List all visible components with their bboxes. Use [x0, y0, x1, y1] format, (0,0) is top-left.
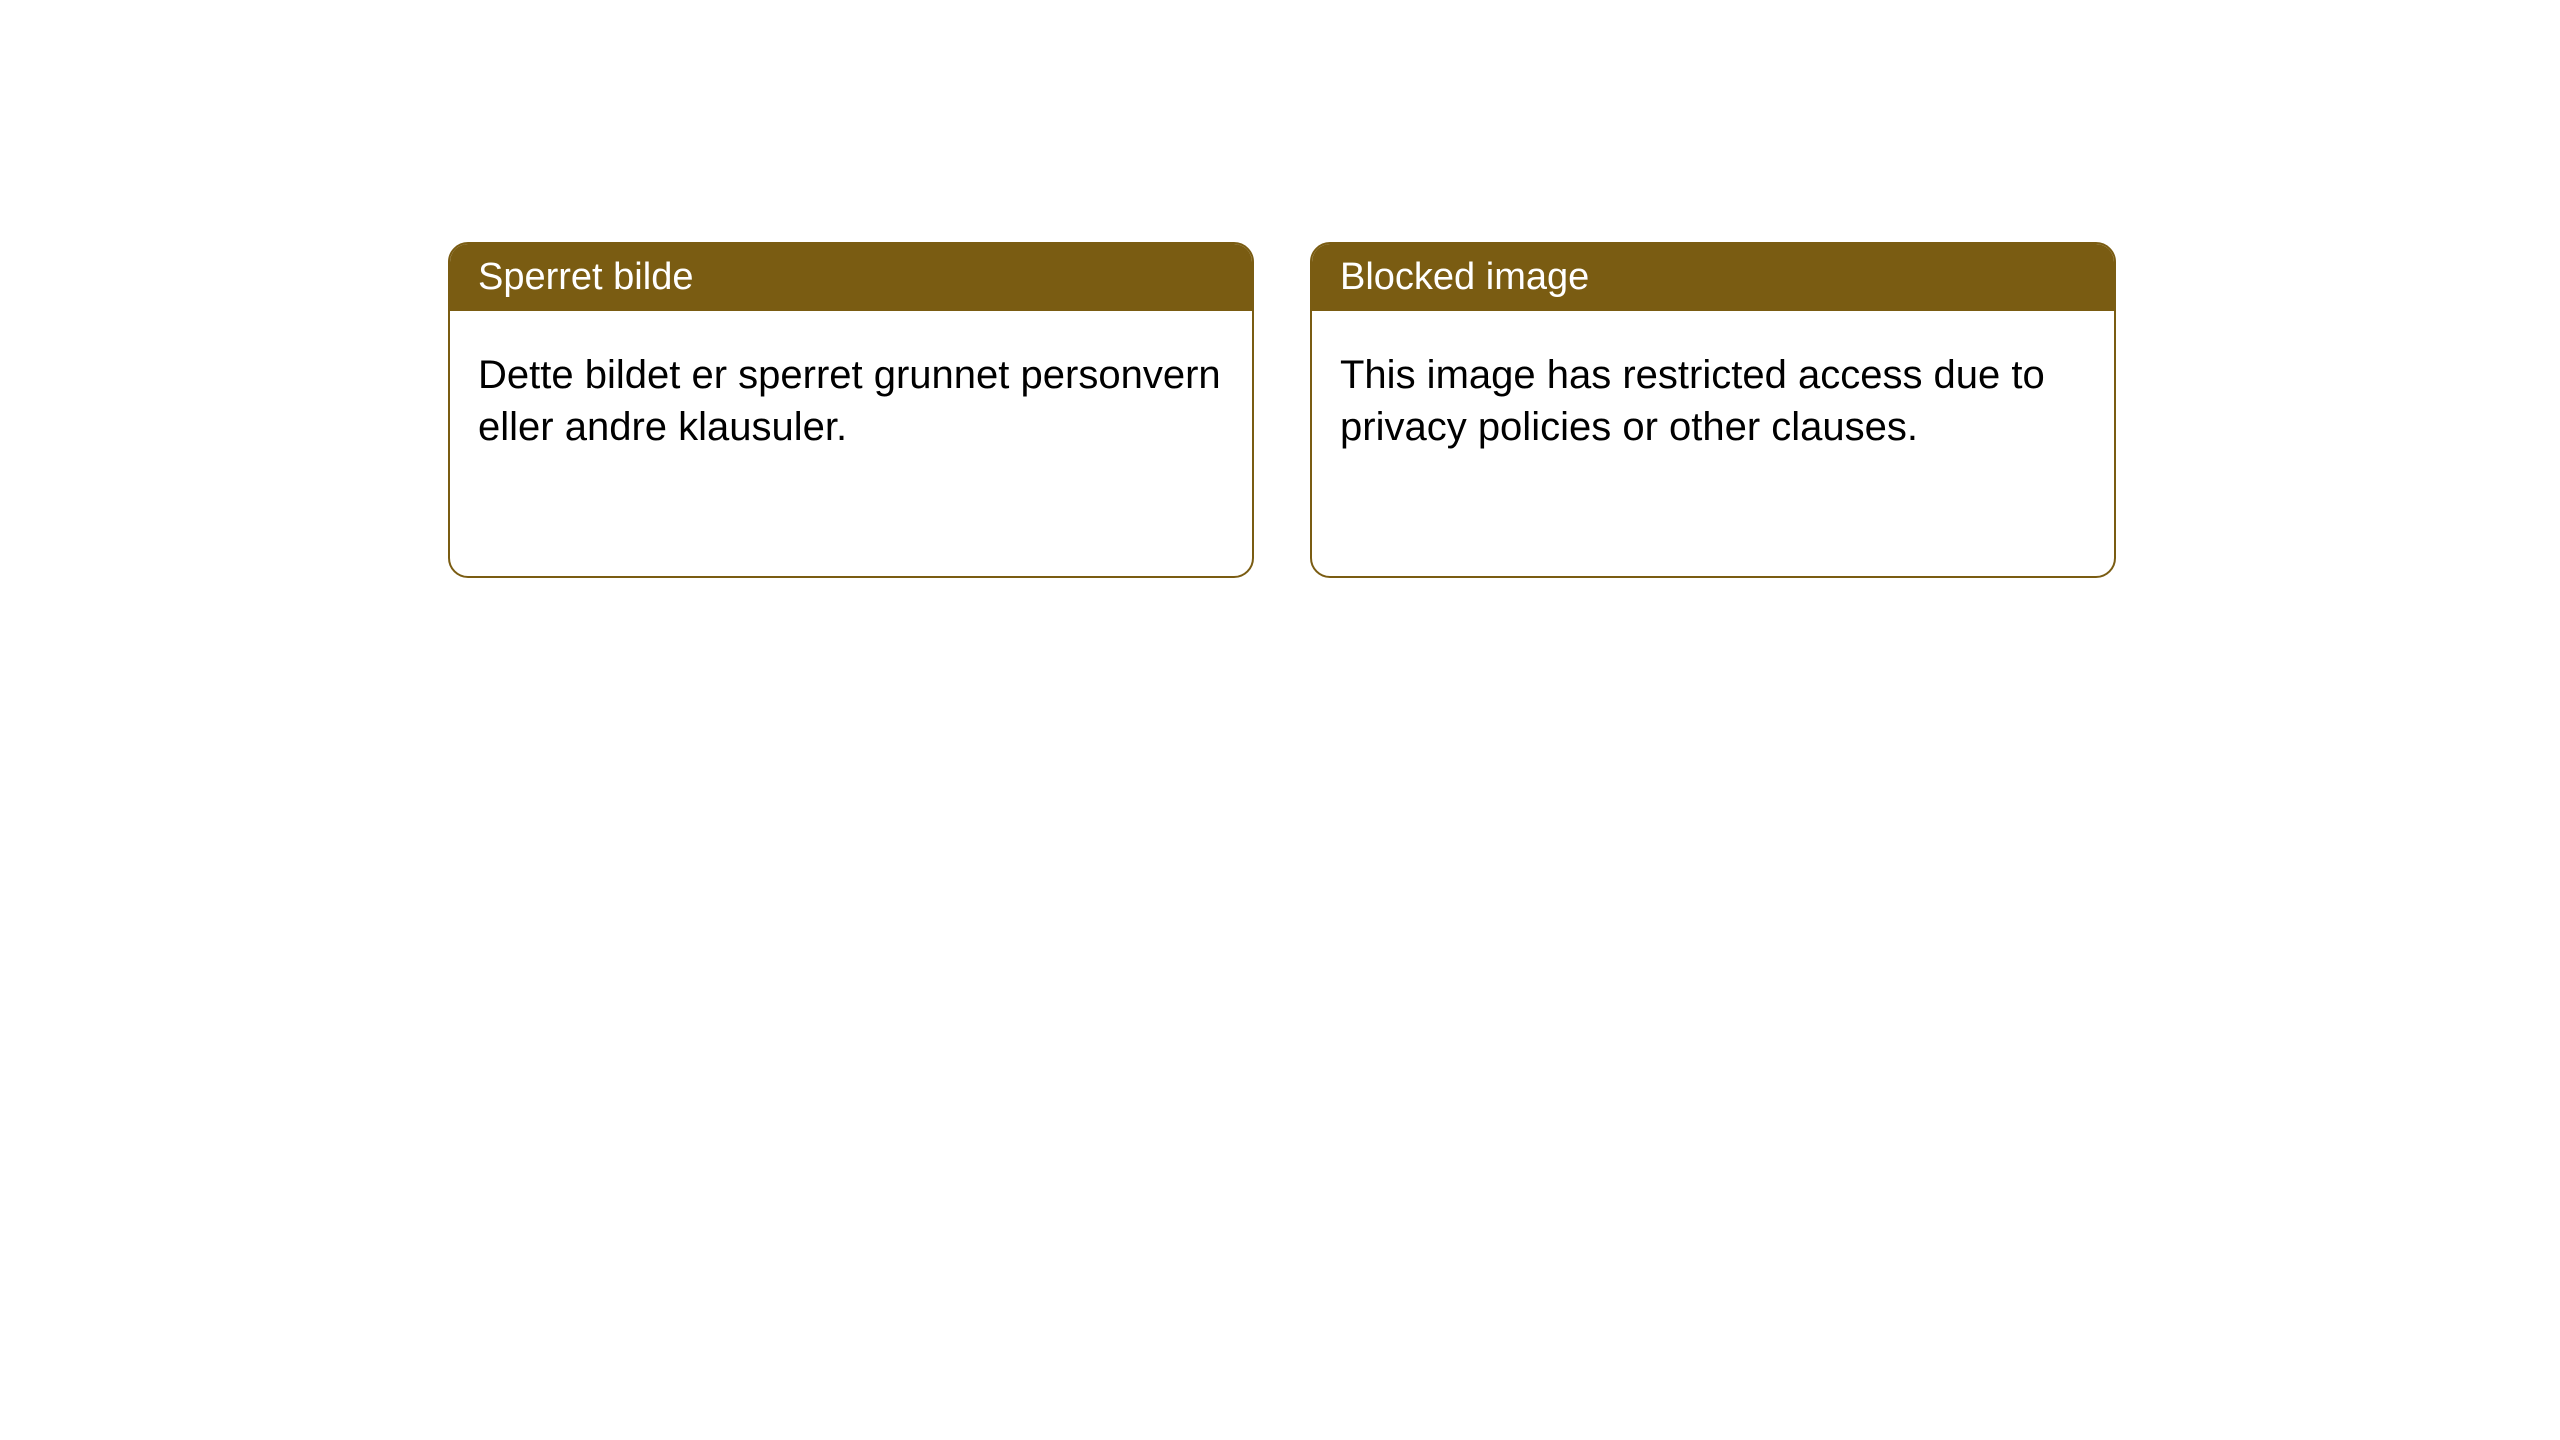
- notice-body-english: This image has restricted access due to …: [1312, 311, 2114, 491]
- notice-title-english: Blocked image: [1312, 244, 2114, 311]
- notice-container: Sperret bilde Dette bildet er sperret gr…: [448, 242, 2116, 578]
- notice-card-norwegian: Sperret bilde Dette bildet er sperret gr…: [448, 242, 1254, 578]
- notice-body-norwegian: Dette bildet er sperret grunnet personve…: [450, 311, 1252, 491]
- notice-title-norwegian: Sperret bilde: [450, 244, 1252, 311]
- notice-card-english: Blocked image This image has restricted …: [1310, 242, 2116, 578]
